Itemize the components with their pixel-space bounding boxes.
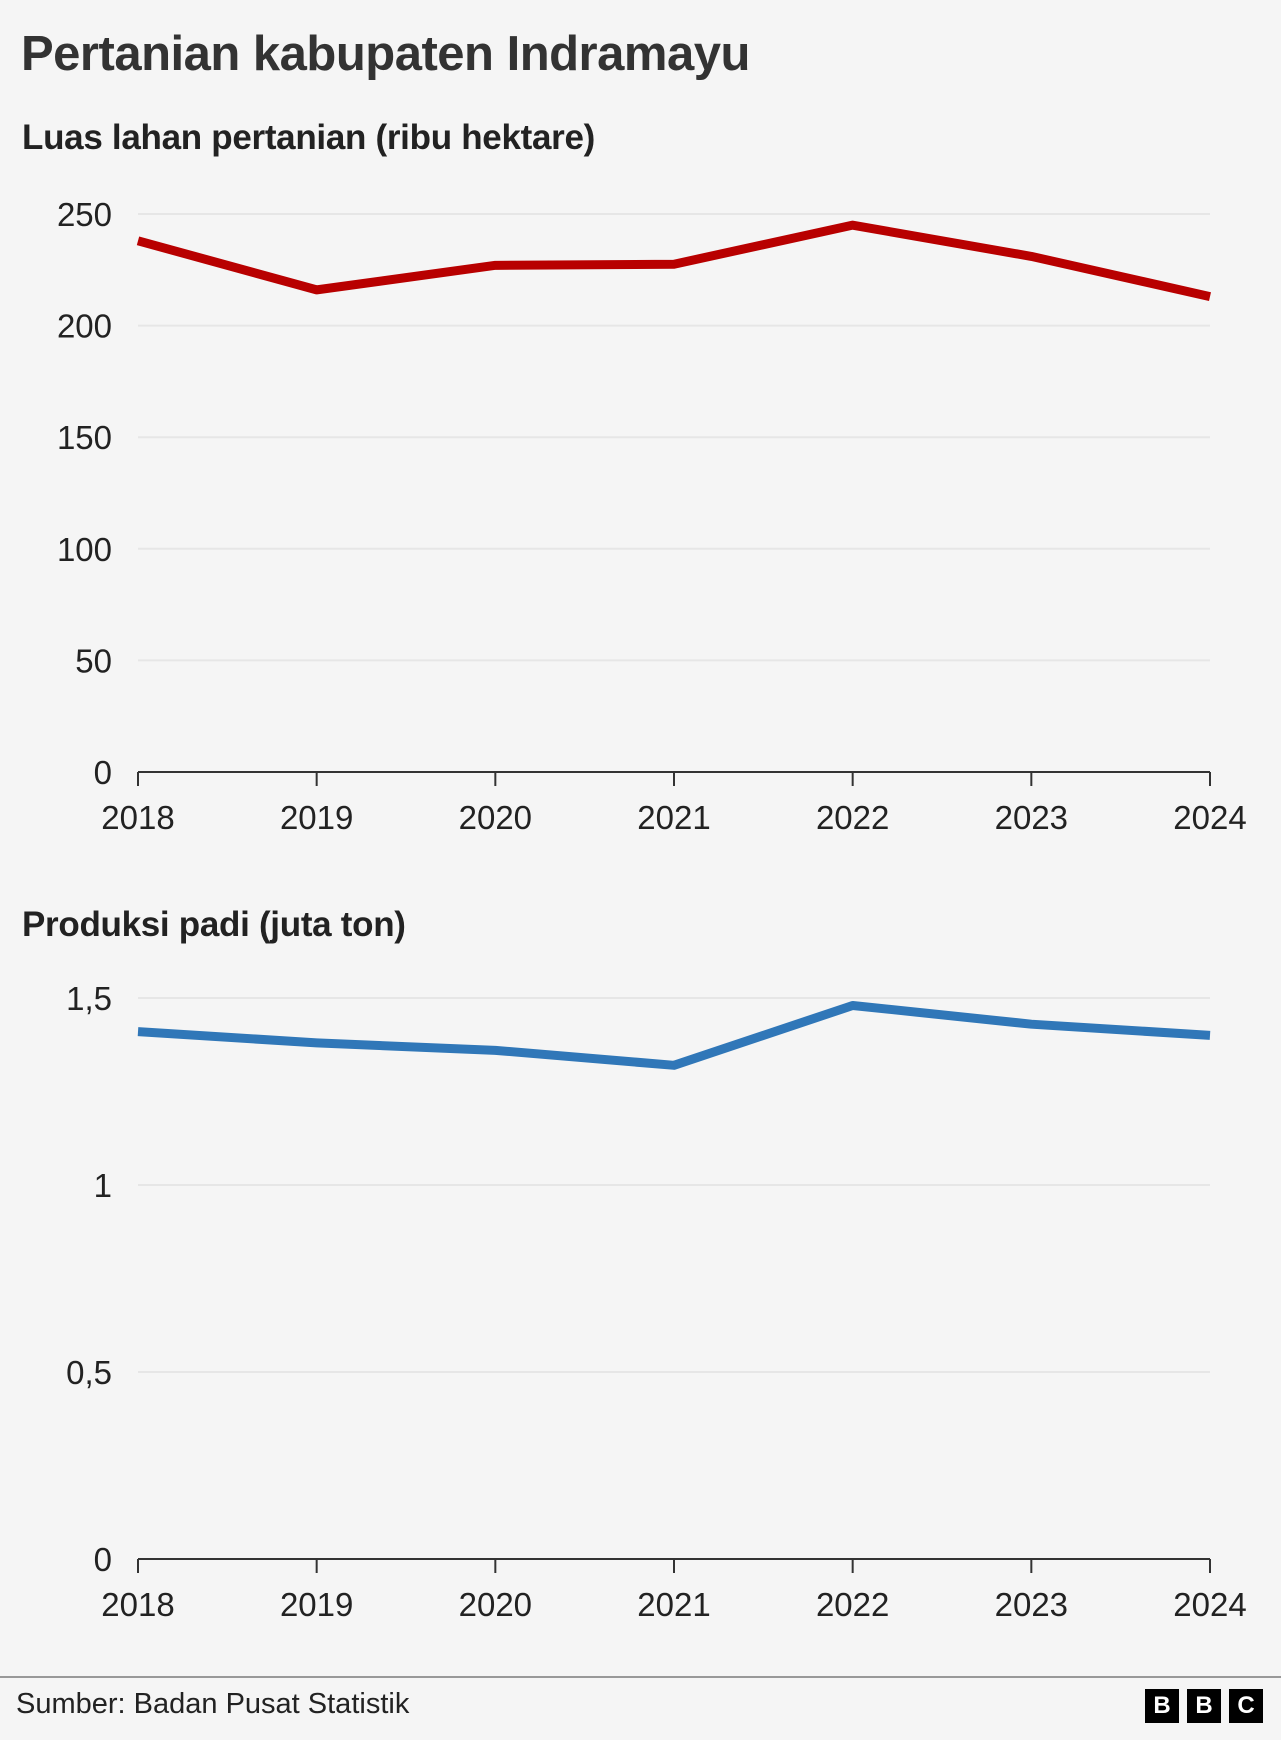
- chart-2-title: Produksi padi (juta ton): [22, 905, 406, 944]
- x-tick-label: 2024: [1173, 799, 1246, 836]
- y-tick-label: 0: [94, 1541, 112, 1578]
- y-tick-label: 250: [57, 196, 112, 233]
- y-tick-label: 200: [57, 308, 112, 345]
- y-tick-label: 0,5: [66, 1354, 112, 1391]
- y-tick-label: 150: [57, 419, 112, 456]
- series-line: [137, 1000, 1211, 1070]
- logo-letter: C: [1229, 1689, 1263, 1723]
- y-tick-label: 1,5: [66, 980, 112, 1017]
- rice-production-chart: 0 0,5 1 1,5 2018 2019 2020 2021 2022 2023 2024: [66, 980, 1247, 1623]
- footer-divider: [0, 1676, 1281, 1678]
- x-tick-label: 2018: [101, 1586, 174, 1623]
- x-tick-label: 2023: [995, 1586, 1068, 1623]
- x-tick-label: 2021: [637, 799, 710, 836]
- logo-letter: B: [1145, 1689, 1179, 1723]
- y-tick-label: 100: [57, 531, 112, 568]
- x-tick-label: 2020: [459, 1586, 532, 1623]
- y-tick-label: 50: [75, 642, 112, 679]
- y-tick-label: 0: [94, 754, 112, 791]
- bbc-logo: B B C: [1145, 1689, 1263, 1723]
- chart-title: Pertanian kabupaten Indramayu: [21, 27, 750, 81]
- x-tick-label: 2021: [637, 1586, 710, 1623]
- x-tick-label: 2019: [280, 799, 353, 836]
- x-tick-label: 2020: [459, 799, 532, 836]
- x-tick-label: 2023: [995, 799, 1068, 836]
- logo-letter: B: [1187, 1689, 1221, 1723]
- x-tick-label: 2019: [280, 1586, 353, 1623]
- y-tick-label: 1: [94, 1167, 112, 1204]
- land-area-chart: 0 50 100 150 200 250 2018 2019 2020 2021 2022 2023 2…: [57, 196, 1247, 836]
- x-tick-label: 2022: [816, 799, 889, 836]
- x-tick-label: 2022: [816, 1586, 889, 1623]
- x-tick-label: 2024: [1173, 1586, 1246, 1623]
- chart-1-title: Luas lahan pertanian (ribu hektare): [22, 118, 595, 157]
- x-tick-label: 2018: [101, 799, 174, 836]
- source-note: Sumber: Badan Pusat Statistik: [16, 1688, 410, 1720]
